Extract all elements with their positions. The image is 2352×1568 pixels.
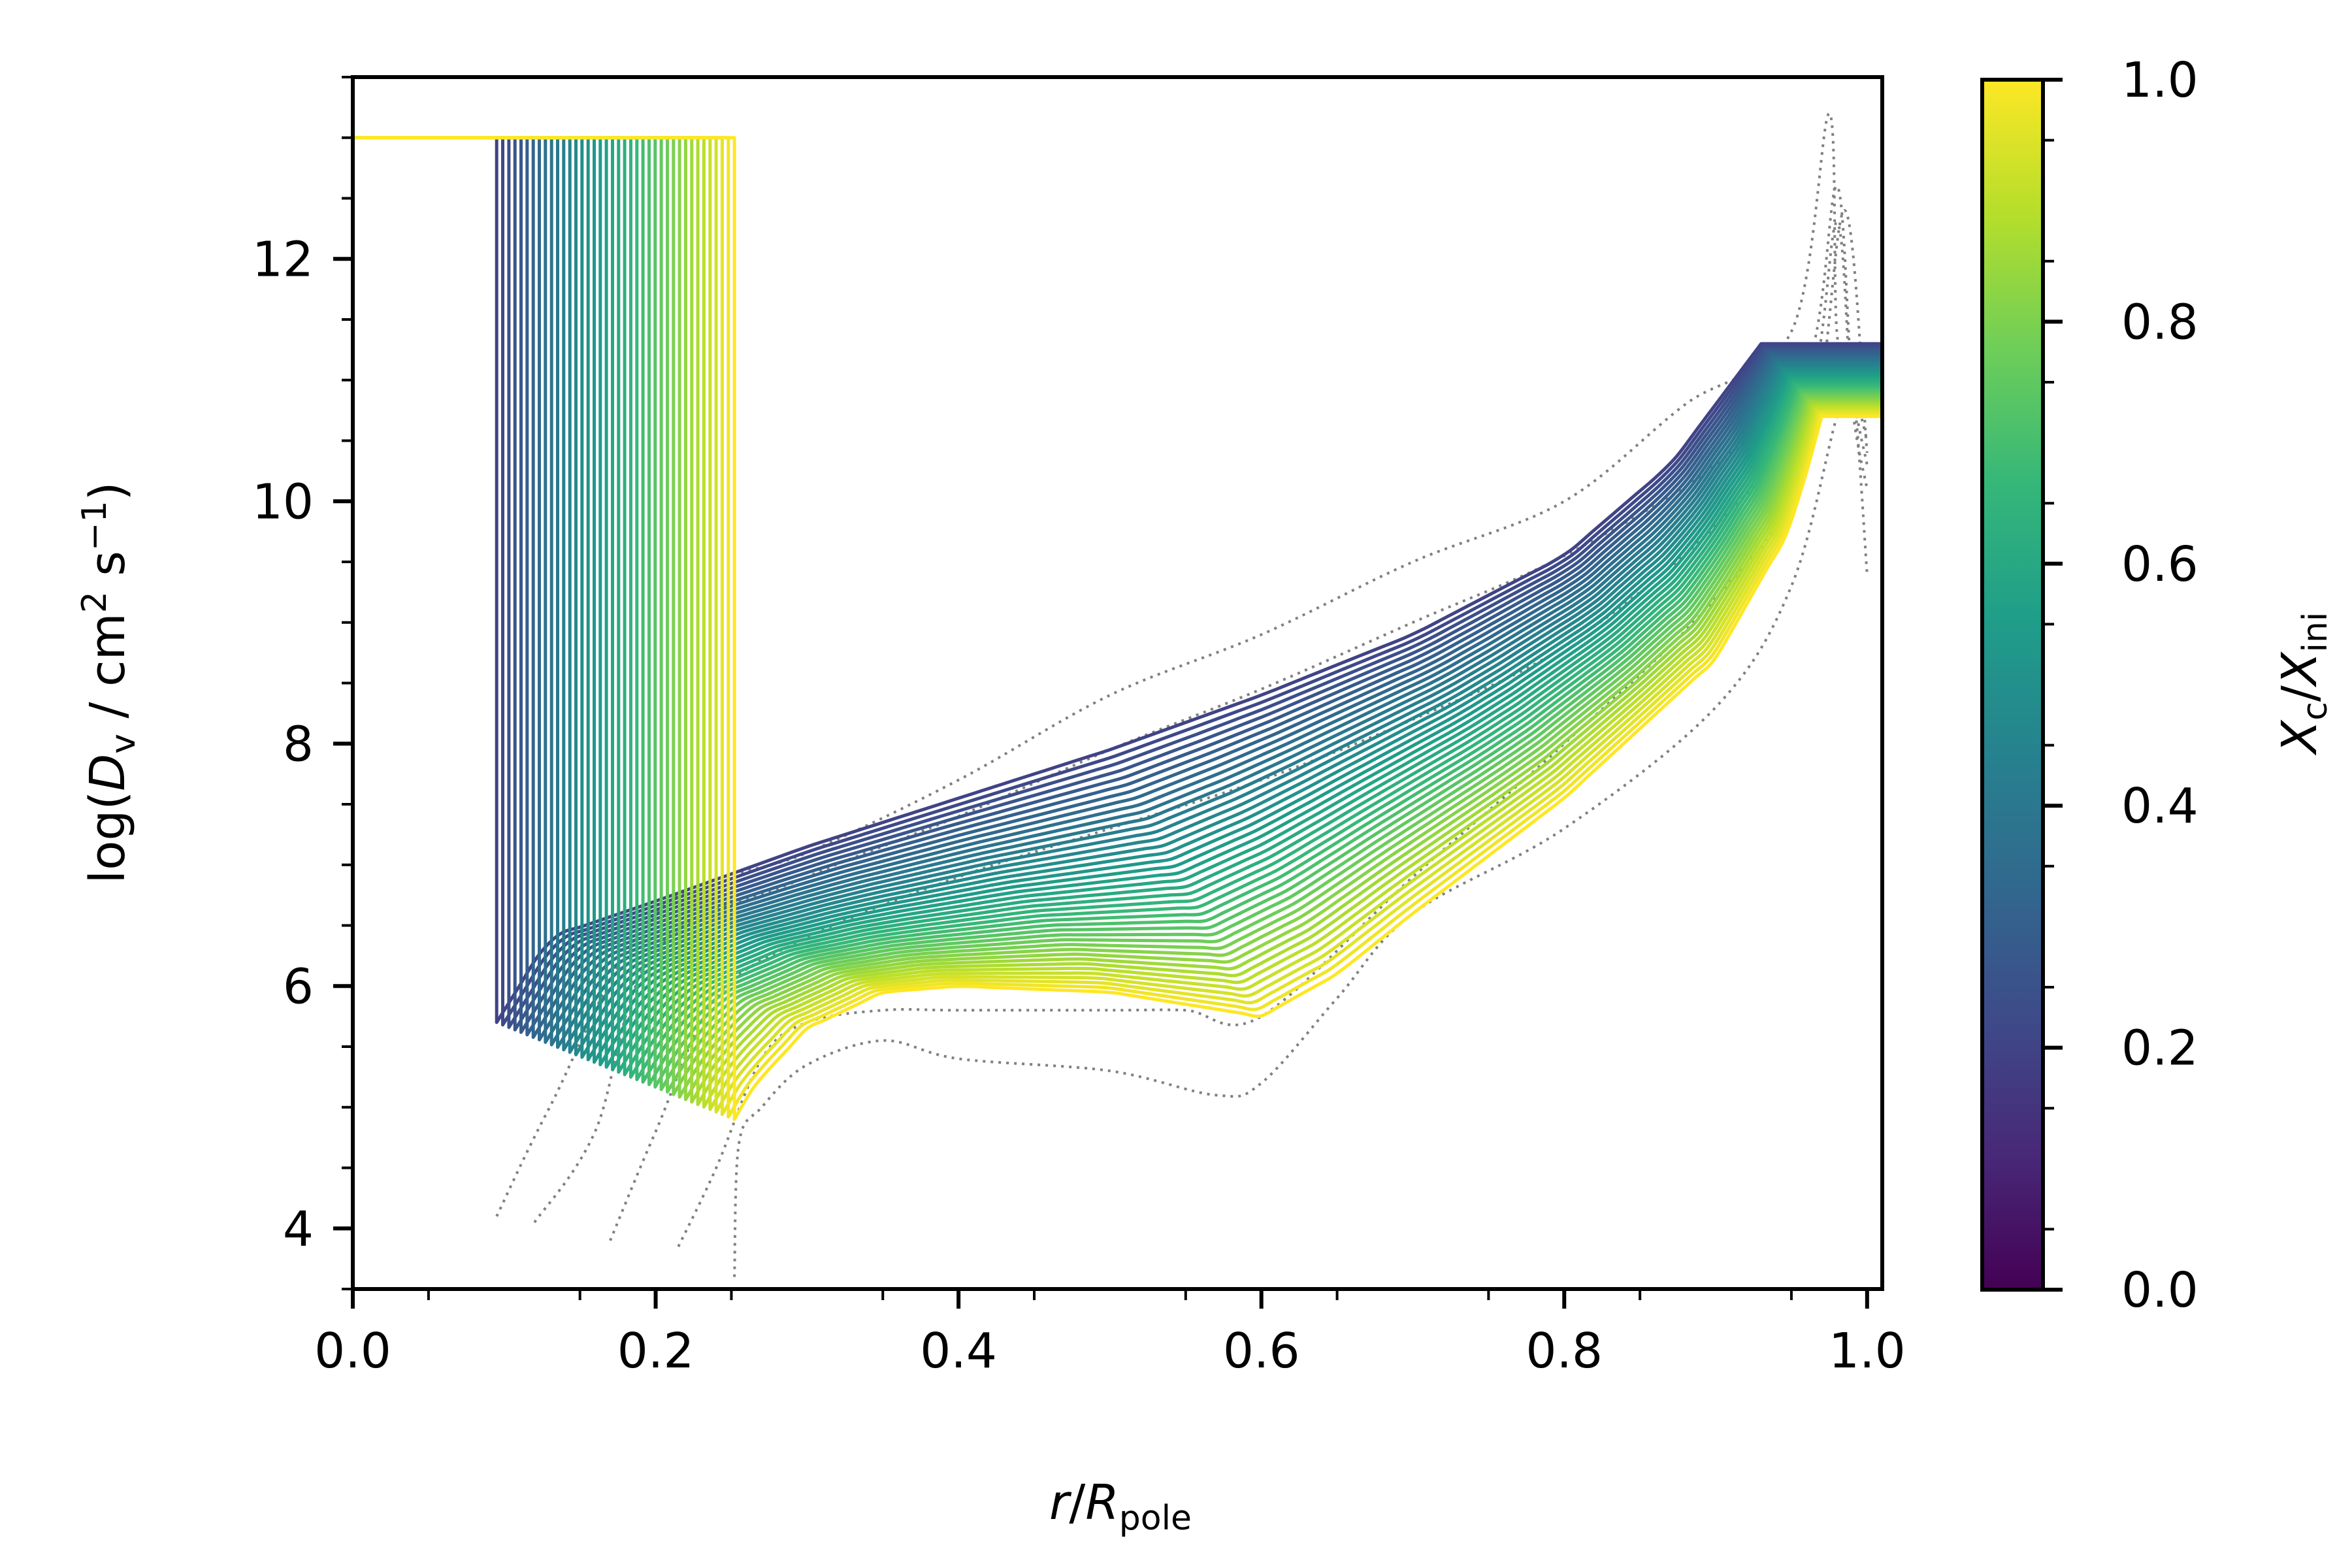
profile-line xyxy=(353,136,1882,1096)
profile-line xyxy=(353,136,1882,1119)
profile-line xyxy=(353,136,1882,1049)
x-tick-label: 0.6 xyxy=(1223,1323,1300,1379)
profile-line xyxy=(353,136,1882,1086)
profile-line xyxy=(353,136,1882,1024)
profile-line xyxy=(353,136,1882,1079)
x-tick-label: 1.0 xyxy=(1829,1323,1906,1379)
profile-line xyxy=(353,136,1882,1094)
profile-line xyxy=(353,136,1882,1052)
profile-line xyxy=(353,136,1882,1062)
profile-line xyxy=(353,136,1882,1089)
y-tick-label: 10 xyxy=(252,474,314,530)
x-tick-label: 0.0 xyxy=(314,1323,391,1379)
y-axis-label: log(Dv / cm2 s−1) xyxy=(75,482,143,884)
profile-line xyxy=(353,136,1882,1106)
y-tick-label: 8 xyxy=(283,716,314,772)
profile-line xyxy=(353,136,1882,1047)
profile-line xyxy=(353,136,1882,1114)
profile-line xyxy=(353,136,1882,1104)
profile-family xyxy=(353,136,1882,1121)
profile-line xyxy=(353,136,1882,1102)
y-tick-label: 6 xyxy=(283,958,314,1015)
profile-line xyxy=(353,136,1882,1069)
colorbar-tick-label: 0.2 xyxy=(2121,1021,2198,1077)
colorbar-tick-label: 0.0 xyxy=(2121,1262,2198,1318)
profile-line xyxy=(353,136,1882,1099)
profile-line xyxy=(353,136,1882,1092)
colorbar-label: Xc/Xini xyxy=(2272,612,2335,757)
colorbar-frame xyxy=(1980,78,2045,1292)
profile-line xyxy=(353,136,1882,1109)
x-tick-label: 0.2 xyxy=(617,1323,694,1379)
profile-line xyxy=(353,136,1882,1077)
y-tick-label: 4 xyxy=(283,1201,314,1257)
x-axis-label: r/Rpole xyxy=(1049,1475,1192,1538)
profile-line xyxy=(353,136,1882,1111)
profile-line xyxy=(353,136,1882,1064)
colorbar xyxy=(1982,80,2043,1290)
colorbar-tick-label: 0.4 xyxy=(2121,778,2198,834)
profile-line xyxy=(353,136,1882,1044)
profile-line xyxy=(353,136,1882,1084)
profile-line xyxy=(353,136,1882,1041)
x-tick-label: 0.4 xyxy=(920,1323,997,1379)
profile-line xyxy=(353,136,1882,1071)
colorbar-axis: 0.0 0.2 0.4 0.6 0.8 1.0 xyxy=(2043,52,2198,1318)
profile-line xyxy=(353,136,1882,1056)
profile-line xyxy=(353,136,1882,1081)
x-axis: 0.0 0.2 0.4 0.6 0.8 1.0 xyxy=(314,1289,1906,1379)
y-tick-label: 12 xyxy=(252,231,314,287)
profile-line xyxy=(353,136,1882,1121)
colorbar-tick-label: 1.0 xyxy=(2121,52,2198,108)
y-axis: 4 6 8 10 12 xyxy=(252,76,353,1290)
profile-line xyxy=(353,136,1882,1074)
profile-line xyxy=(353,136,1882,1067)
colorbar-tick-label: 0.8 xyxy=(2121,294,2198,350)
profile-line xyxy=(353,136,1882,1117)
reference-profile xyxy=(609,221,1869,1241)
profile-line xyxy=(353,136,1882,1054)
colorbar-tick-label: 0.6 xyxy=(2121,536,2198,593)
profile-line xyxy=(353,136,1882,1059)
reference-profile xyxy=(495,112,1869,1217)
profile-line xyxy=(353,136,1882,1039)
x-tick-label: 0.8 xyxy=(1526,1323,1603,1379)
reference-profile xyxy=(733,368,1869,1277)
